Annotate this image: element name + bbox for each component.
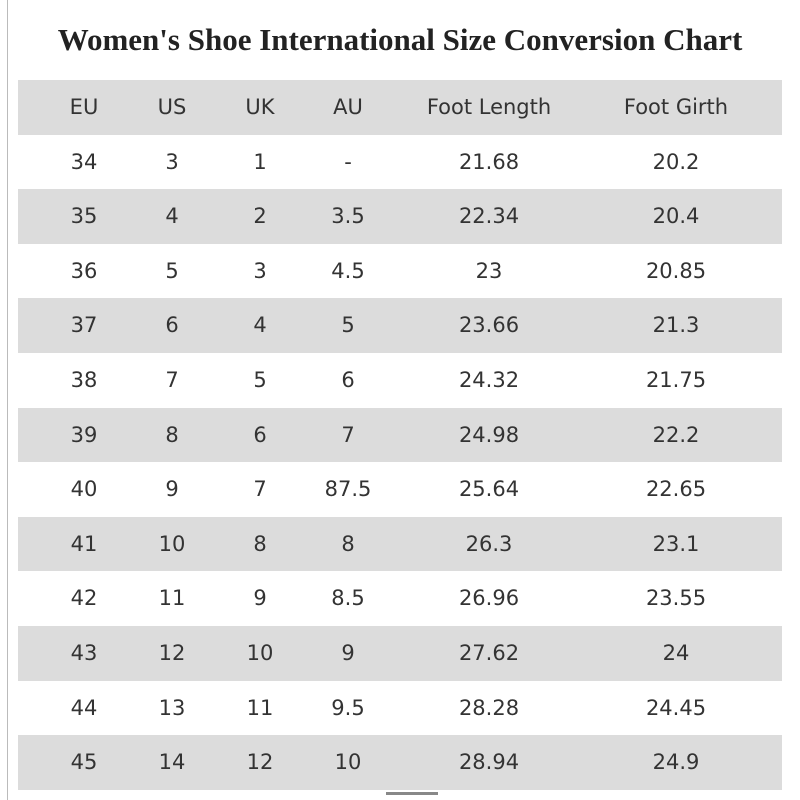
table-cell: 9 xyxy=(253,586,267,611)
table-row: 44 13 11 9.5 28.28 24.45 xyxy=(18,681,782,736)
table-cell: 22.2 xyxy=(652,422,700,447)
table-cell: 3 xyxy=(253,258,267,283)
table-cell: 26.96 xyxy=(458,586,520,611)
table-row: 40 9 7 87.5 25.64 22.65 xyxy=(18,462,782,517)
table-cell: 7 xyxy=(165,367,179,392)
table-cell: 23.55 xyxy=(645,586,707,611)
table-cell: 7 xyxy=(341,422,355,447)
table-cell: 41 xyxy=(70,531,98,556)
table-cell: 1 xyxy=(253,149,267,174)
table-cell: 87.5 xyxy=(324,477,372,502)
table-cell: 9 xyxy=(165,477,179,502)
table-cell: 44 xyxy=(70,695,98,720)
table-cell: 21.68 xyxy=(458,149,520,174)
table-cell: 3.5 xyxy=(331,204,365,229)
table-cell: 10 xyxy=(246,640,274,665)
table-cell: 37 xyxy=(70,313,98,338)
table-cell: 20.4 xyxy=(652,204,700,229)
table-cell: 23.66 xyxy=(458,313,520,338)
table-cell: 8 xyxy=(341,531,355,556)
header-cell: Foot Length xyxy=(426,95,552,119)
header-cell: US xyxy=(157,95,187,119)
bottom-bar xyxy=(386,792,438,795)
table-cell: 24 xyxy=(662,640,690,665)
table-row: 43 12 10 9 27.62 24 xyxy=(18,625,782,681)
table-cell: 39 xyxy=(70,422,98,447)
table-cell: 23.1 xyxy=(652,531,700,556)
size-table: EU US UK AU Foot Length Foot Girth 34 3 1-21.68 2… xyxy=(18,80,782,790)
table-cell: 12 xyxy=(158,640,186,665)
table-cell: 9 xyxy=(341,640,355,665)
table-row: 38 7 5 6 24.32 21.75 xyxy=(18,353,782,408)
table-cell: 25.64 xyxy=(458,477,520,502)
table-cell: 24.45 xyxy=(645,695,707,720)
table-row: 36 5 3 4.5 23 20.85 xyxy=(18,244,782,299)
table-cell: 8 xyxy=(165,422,179,447)
header-cell: Foot Girth xyxy=(623,95,729,119)
table-cell: 34 xyxy=(70,149,98,174)
chart-title: Women's Shoe International Size Conversi… xyxy=(57,22,743,57)
table-cell: 5 xyxy=(165,258,179,283)
table-cell: 5 xyxy=(253,367,267,392)
table-cell: 26.3 xyxy=(465,531,513,556)
table-cell: 4 xyxy=(253,313,267,338)
table-cell: 28.28 xyxy=(458,695,520,720)
table-cell: 6 xyxy=(341,367,355,392)
table-cell: 20.2 xyxy=(652,149,700,174)
table-row: 39 8 6 7 24.98 22.2 xyxy=(18,407,782,463)
table-cell: 38 xyxy=(70,367,98,392)
header-cell: AU xyxy=(333,95,363,119)
table-cell: 6 xyxy=(165,313,179,338)
table-row: 34 3 1 - 21.68 20.2 xyxy=(18,135,782,190)
table-row: 37 6 4 5 23.66 21.3 xyxy=(18,298,782,353)
table-cell: - xyxy=(344,149,352,174)
table-cell: 20.85 xyxy=(645,258,707,283)
table-cell: 40 xyxy=(70,477,98,502)
table-cell: 24.32 xyxy=(458,367,520,392)
table-cell: 36 xyxy=(70,258,98,283)
table-cell: 11 xyxy=(158,586,186,611)
table-cell: 13 xyxy=(158,695,186,720)
header-row: EU US UK AU Foot Length Foot Girth xyxy=(18,80,782,135)
table-cell: 5 xyxy=(341,313,355,338)
table-cell: 27.62 xyxy=(458,640,520,665)
table-cell: 9.5 xyxy=(331,695,365,720)
header-cell: EU xyxy=(69,95,99,119)
table-cell: 23 xyxy=(475,258,503,283)
table-cell: 3 xyxy=(165,149,179,174)
table-cell: 21.3 xyxy=(652,313,700,338)
table-row: 42 11 9 8.5 26.96 23.55 xyxy=(18,571,782,626)
table-cell: 35 xyxy=(70,204,98,229)
table-cell: 45 xyxy=(70,750,98,775)
table-cell: 24.98 xyxy=(458,422,520,447)
table-cell: 14 xyxy=(158,750,186,775)
table-cell: 7 xyxy=(253,477,267,502)
table-row: 45 14 12 10 28.94 24.9 xyxy=(18,735,782,790)
table-cell: 8 xyxy=(253,531,267,556)
header-cell: UK xyxy=(245,95,275,119)
table-cell: 10 xyxy=(158,531,186,556)
edge-line xyxy=(7,0,8,800)
table-row: 35 4 2 3.5 22.34 20.4 xyxy=(18,189,782,244)
table-cell: 22.34 xyxy=(458,204,520,229)
table-cell: 24.9 xyxy=(652,750,700,775)
table-cell: 21.75 xyxy=(645,367,707,392)
table-cell: 4 xyxy=(165,204,179,229)
table-cell: 28.94 xyxy=(458,750,520,775)
table-row: 41 10 8 8 26.3 23.1 xyxy=(18,516,782,572)
table-cell: 8.5 xyxy=(331,586,365,611)
table-cell: 22.65 xyxy=(645,477,707,502)
table-cell: 11 xyxy=(246,695,274,720)
table-cell: 6 xyxy=(253,422,267,447)
table-cell: 10 xyxy=(334,750,362,775)
table-cell: 4.5 xyxy=(331,258,365,283)
table-cell: 2 xyxy=(253,204,267,229)
table-cell: 42 xyxy=(70,586,98,611)
table-cell: 12 xyxy=(246,750,274,775)
table-cell: 43 xyxy=(70,640,98,665)
